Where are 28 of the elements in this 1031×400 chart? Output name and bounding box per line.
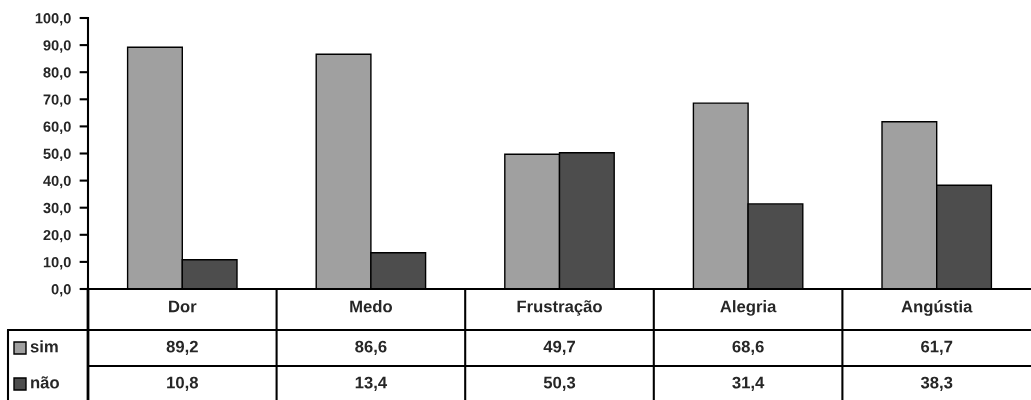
y-tick-label: 10,0 — [43, 257, 71, 270]
data-label: 89,2 — [166, 340, 198, 355]
y-tick-label: 80,0 — [43, 67, 71, 80]
x-tick-label: Frustração — [517, 300, 602, 316]
y-tick-label: 60,0 — [43, 121, 71, 134]
data-label: 68,6 — [732, 340, 764, 355]
y-tick-label: 40,0 — [43, 175, 71, 189]
y-tick-label: 30,0 — [43, 202, 71, 216]
x-tick-label: Medo — [350, 300, 393, 313]
y-tick-label: 20,0 — [43, 229, 71, 243]
x-tick-label: Angústia — [901, 300, 973, 316]
legend-label: sim — [30, 340, 58, 353]
data-label: 49,7 — [543, 340, 575, 355]
data-label: 86,6 — [355, 340, 387, 355]
y-tick-label: 100,0 — [35, 13, 71, 26]
data-label: 13,4 — [355, 376, 388, 391]
y-tick-label: 70,0 — [43, 94, 71, 107]
legend-label: não — [31, 376, 59, 389]
y-tick-label: 0,0 — [51, 284, 71, 297]
y-tick-label: 50,0 — [43, 148, 71, 162]
data-label: 31,4 — [732, 376, 765, 391]
x-tick-label: Alegria — [720, 300, 777, 316]
data-label: 10,8 — [167, 376, 199, 391]
data-label: 61,7 — [921, 340, 953, 355]
data-label: 50,3 — [543, 376, 576, 391]
x-tick-label: Dor — [169, 300, 197, 313]
data-label: 38,3 — [920, 376, 953, 391]
y-tick-label: 90,0 — [43, 40, 71, 53]
